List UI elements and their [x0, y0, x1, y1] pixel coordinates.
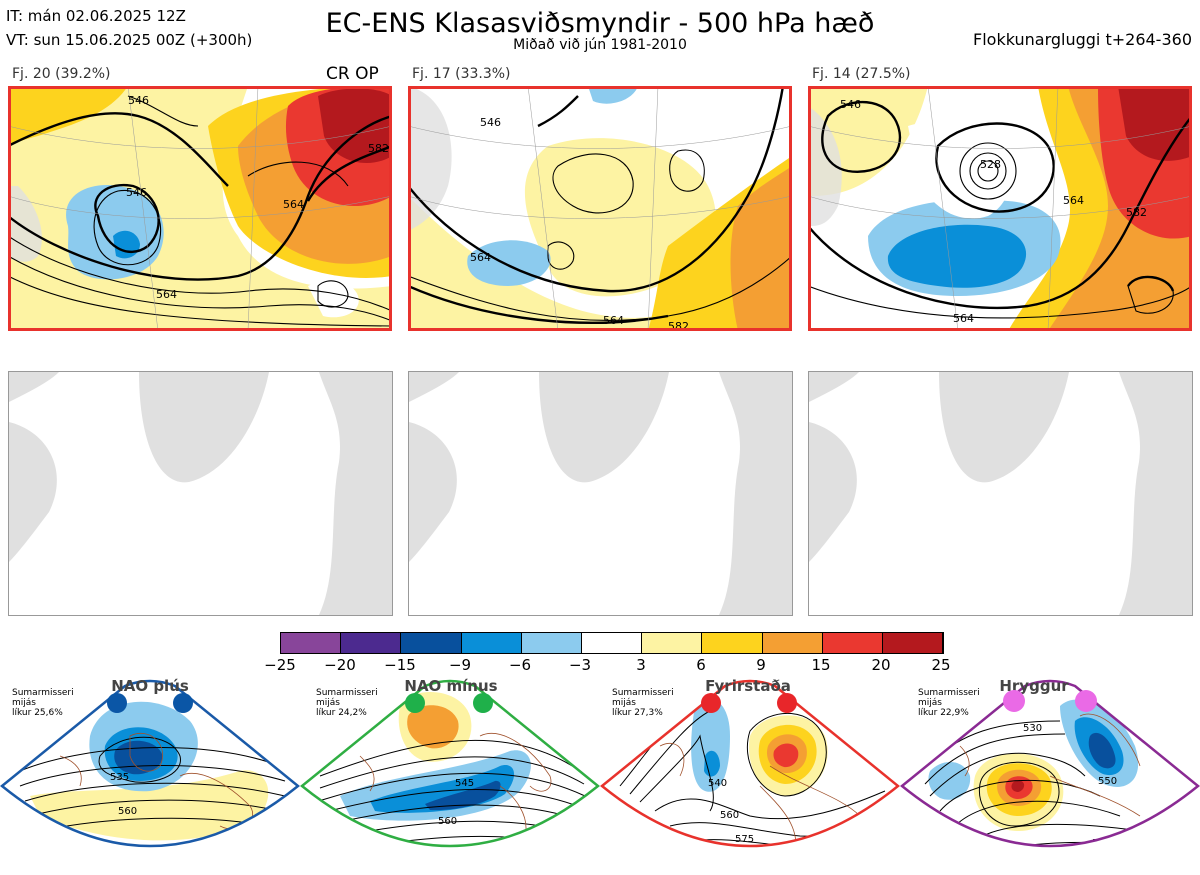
- init-time: IT: mán 02.06.2025 12Z: [6, 7, 186, 25]
- regime-1-dot-icon: [107, 693, 127, 713]
- c1-contour-label: 564: [283, 198, 304, 211]
- c3-contour-label: 528: [980, 158, 1001, 171]
- regime-1-name: NAO plús: [111, 677, 189, 695]
- c1-contour-label: 546: [128, 94, 149, 107]
- cluster-2-map: 546 564 564 582: [408, 86, 792, 331]
- regime-1-season: Sumarmisseri: [12, 688, 74, 698]
- regime-4-prob: líkur 22,9%: [918, 708, 969, 718]
- regime-4-dot-icon: [1075, 690, 1097, 712]
- regime-nao-plus: 535 560: [0, 676, 300, 871]
- empty-map-2: [408, 371, 793, 616]
- colorbar-swatch: [882, 633, 944, 653]
- regime-2-contour: 575: [448, 850, 467, 861]
- c2-contour-label: 564: [470, 251, 491, 264]
- regime-2-season: Sumarmisseri: [316, 688, 378, 698]
- regime-1-frame: [0, 679, 300, 848]
- colorbar-label: 9: [756, 656, 766, 674]
- regime-4-contour: 550: [1098, 776, 1117, 787]
- regime-1-method: mijás: [12, 698, 36, 708]
- regime-3-method: mijás: [612, 698, 636, 708]
- colorbar-label: 3: [636, 656, 646, 674]
- regime-3-contour: 560: [720, 810, 739, 821]
- cluster-3-label: Fj. 14 (27.5%): [812, 66, 911, 82]
- regime-2-dot-icon: [473, 693, 493, 713]
- colorbar-swatch: [642, 633, 703, 653]
- regime-3-prob: líkur 27,3%: [612, 708, 663, 718]
- colorbar-label: −25: [264, 656, 296, 674]
- c1-contour-label: 582: [368, 142, 389, 155]
- c1-contour-label: 546: [126, 186, 147, 199]
- regime-3-name: Fyrirstaða: [705, 677, 791, 695]
- regime-4-season: Sumarmisseri: [918, 688, 980, 698]
- colorbar: [280, 632, 944, 654]
- regime-4-dot-icon: [1003, 690, 1025, 712]
- regime-2-name: NAO mínus: [404, 677, 498, 695]
- regime-1-dot-icon: [173, 693, 193, 713]
- regime-3-season: Sumarmisseri: [612, 688, 674, 698]
- colorbar-label: −6: [508, 656, 532, 674]
- cluster-1-label: Fj. 20 (39.2%): [12, 66, 111, 82]
- c3-contour-label: 564: [1063, 194, 1084, 207]
- colorbar-swatch: [341, 633, 402, 653]
- regime-2-method: mijás: [316, 698, 340, 708]
- regime-1-contour: 535: [110, 772, 129, 783]
- cluster-1-extra: CR OP: [326, 64, 379, 84]
- c1-contour-label: 564: [156, 288, 177, 301]
- empty-map-3: [808, 371, 1193, 616]
- colorbar-swatch: [521, 633, 582, 653]
- empty-map-1: [8, 371, 393, 616]
- cluster-1-frame: [8, 86, 392, 331]
- regime-4-contour: 530: [1023, 723, 1042, 734]
- c3-contour-label: 546: [840, 98, 861, 111]
- c3-contour-label: 564: [953, 312, 974, 325]
- regime-3-dot-icon: [701, 693, 721, 713]
- colorbar-label: 25: [931, 656, 951, 674]
- cluster-1-map: 546 546 564 582 564: [8, 86, 392, 331]
- regime-3-contour: 575: [735, 834, 754, 845]
- regime-1-contour: 560: [118, 806, 137, 817]
- regime-2-contour: 560: [438, 816, 457, 827]
- cluster-3-map: 546 528 564 582 564: [808, 86, 1192, 331]
- regime-1-prob: líkur 25,6%: [12, 708, 63, 718]
- c3-contour-label: 582: [1126, 206, 1147, 219]
- regime-2-prob: líkur 24,2%: [316, 708, 367, 718]
- regime-4-name: Hryggur: [999, 677, 1069, 695]
- colorbar-swatch: [762, 633, 823, 653]
- c2-contour-label: 582: [668, 320, 689, 331]
- colorbar-label: −20: [324, 656, 356, 674]
- classification-window: Flokkunargluggi t+264-360: [973, 30, 1192, 49]
- cluster-3-frame: [808, 86, 1192, 331]
- regime-3-frame: [600, 679, 900, 848]
- regime-4-method: mijás: [918, 698, 942, 708]
- colorbar-label: −9: [448, 656, 472, 674]
- colorbar-swatch: [401, 633, 462, 653]
- regime-2-contour: 545: [455, 778, 474, 789]
- regime-nao-minus: 545 560 575: [300, 676, 600, 871]
- colorbar-swatch: [281, 633, 342, 653]
- valid-time: VT: sun 15.06.2025 00Z (+300h): [6, 31, 253, 49]
- page-title: EC-ENS Klasasviðsmyndir - 500 hPa hæð: [325, 8, 875, 39]
- colorbar-swatch: [702, 633, 763, 653]
- regime-2-frame: [300, 679, 600, 848]
- colorbar-swatch: [822, 633, 883, 653]
- regime-2-dot-icon: [405, 693, 425, 713]
- colorbar-label: −15: [384, 656, 416, 674]
- page-subtitle: Miðað við jún 1981-2010: [513, 37, 687, 53]
- cluster-2-frame: [408, 86, 792, 331]
- colorbar-swatch: [581, 633, 643, 653]
- regime-blocking: 540 560 575: [600, 676, 900, 871]
- cluster-2-label: Fj. 17 (33.3%): [412, 66, 511, 82]
- colorbar-label: 6: [696, 656, 706, 674]
- regime-3-contour: 540: [708, 778, 727, 789]
- colorbar-label: 20: [871, 656, 891, 674]
- colorbar-label: 15: [811, 656, 831, 674]
- regime-ridge: 530 550 575: [900, 676, 1200, 871]
- regime-4-frame: [900, 679, 1200, 848]
- c2-contour-label: 564: [603, 314, 624, 327]
- c2-contour-label: 546: [480, 116, 501, 129]
- colorbar-swatch: [461, 633, 522, 653]
- regime-3-dot-icon: [777, 693, 797, 713]
- colorbar-label: −3: [568, 656, 592, 674]
